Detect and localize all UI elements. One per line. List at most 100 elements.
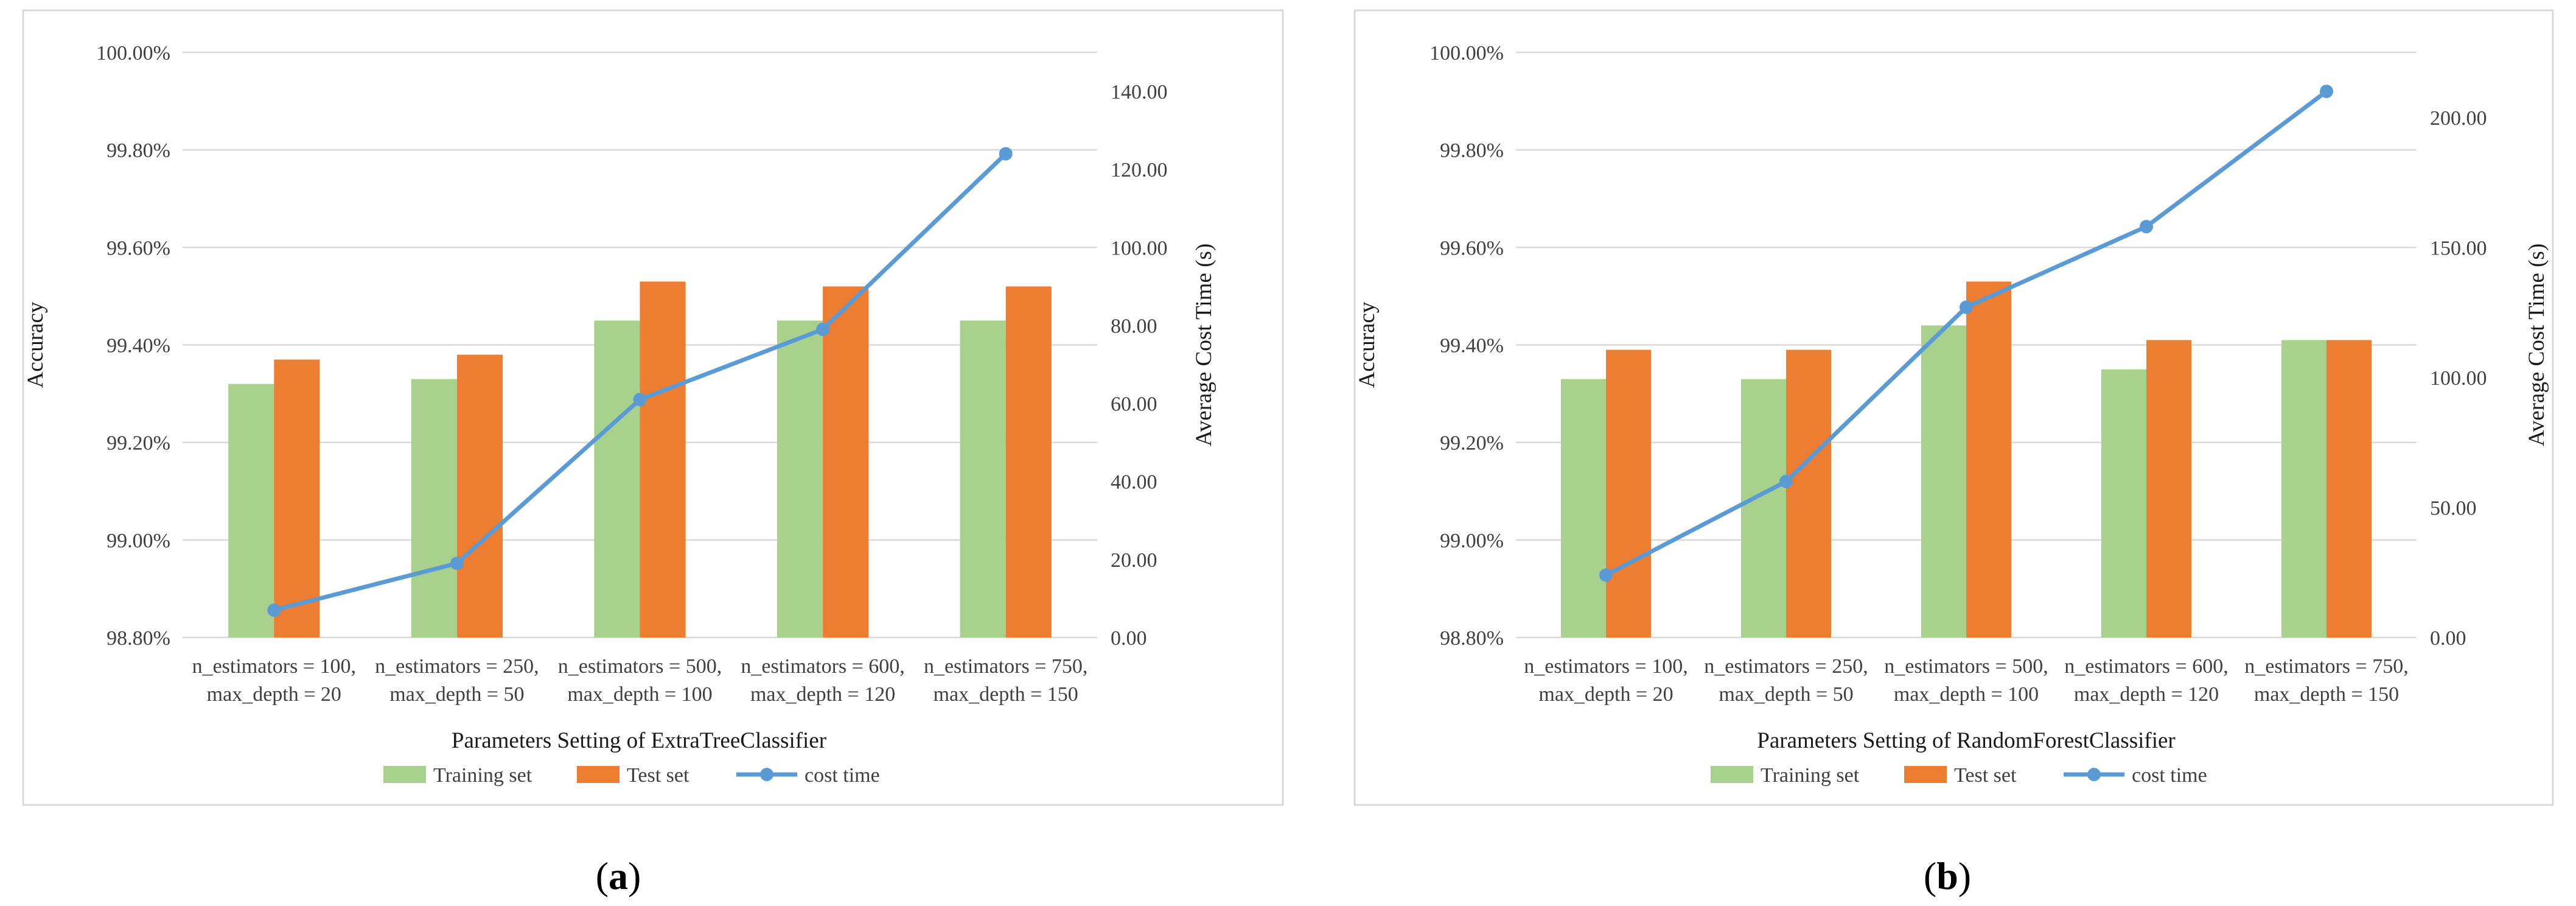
cost-time-point [450, 557, 464, 571]
x-tick-label: max_depth = 50 [389, 683, 524, 706]
y-tick-label: 99.00% [106, 530, 170, 552]
y-tick-label: 98.80% [106, 627, 170, 650]
x-tick-label: n_estimators = 750, [924, 655, 1087, 678]
cost-time-point [1779, 474, 1793, 488]
x-axis-title: Parameters Setting of ExtraTreeClassifie… [452, 728, 826, 753]
y-tick-label: 100.00% [1429, 42, 1504, 65]
bar-test-set [456, 354, 503, 637]
legend-marker-cost-time [760, 768, 773, 781]
bar-training-set [2281, 340, 2326, 637]
legend: Training set Test set cost time [383, 764, 880, 787]
y-tick-label: 99.40% [106, 335, 170, 357]
legend-swatch-test-set [1904, 766, 1947, 783]
x-tick-label: n_estimators = 750, [2244, 655, 2408, 678]
bar-test-set [1966, 281, 2011, 637]
y2-tick-label: 150.00 [2430, 237, 2487, 259]
bar-test-set [2326, 340, 2372, 637]
y2-tick-label: 60.00 [1111, 393, 1157, 416]
bar-test-set [1606, 349, 1651, 637]
y-axis-title: Accuracy [23, 301, 48, 388]
x-tick-label: n_estimators = 100, [192, 655, 356, 678]
panel-label-open: ( [596, 854, 609, 897]
y-tick-label: 99.20% [1440, 432, 1504, 455]
y2-tick-label: 80.00 [1111, 315, 1157, 337]
bar-test-set [1786, 349, 1831, 637]
legend: Training set Test set cost time [1711, 764, 2207, 787]
x-tick-label: max_depth = 50 [1719, 683, 1853, 706]
legend-marker-cost-time [2087, 768, 2101, 781]
bar-training-set [594, 320, 640, 637]
x-tick-label: max_depth = 120 [750, 683, 895, 706]
x-tick-label: max_depth = 20 [1538, 683, 1673, 706]
bar-training-set [2101, 369, 2146, 637]
y2-tick-label: 20.00 [1111, 549, 1157, 572]
legend-label-test-set: Test set [627, 764, 689, 787]
bar-training-set [228, 384, 274, 637]
y-tick-label: 99.60% [1440, 237, 1504, 259]
x-tick-label: n_estimators = 100, [1524, 655, 1688, 678]
bar-test-set [2146, 340, 2191, 637]
y2-tick-label: 0.00 [2430, 627, 2466, 650]
panel-label-close: ) [628, 854, 641, 897]
cost-time-point [1960, 300, 1973, 314]
legend-swatch-training-set [1711, 766, 1753, 783]
y-tick-label: 98.80% [1440, 627, 1504, 650]
bar-test-set [274, 359, 320, 637]
bar-test-set [823, 286, 869, 637]
x-tick-label: n_estimators = 500, [1884, 655, 2048, 678]
panel-label: (a) [596, 854, 641, 897]
cost-time-point [1599, 568, 1613, 582]
x-tick-label: max_depth = 150 [934, 683, 1078, 706]
y2-tick-label: 0.00 [1111, 627, 1147, 650]
legend-swatch-test-set [577, 766, 620, 783]
bar-training-set [1561, 379, 1606, 637]
bar-test-set [1005, 286, 1052, 637]
x-tick-label: n_estimators = 500, [558, 655, 722, 678]
legend-label-training-set: Training set [433, 764, 532, 787]
y-tick-label: 99.20% [106, 432, 170, 455]
x-tick-label: n_estimators = 250, [375, 655, 539, 678]
bar-training-set [1921, 325, 1966, 637]
legend-swatch-training-set [383, 766, 426, 783]
y-tick-label: 99.40% [1440, 335, 1504, 357]
y-tick-label: 99.60% [106, 237, 170, 259]
cost-time-point [816, 322, 830, 336]
legend-label-cost-time: cost time [2132, 764, 2207, 787]
x-tick-label: max_depth = 120 [2074, 683, 2219, 706]
y2-tick-label: 100.00 [2430, 367, 2487, 390]
x-tick-label: max_depth = 100 [1894, 683, 2039, 706]
y2-tick-label: 140.00 [1111, 81, 1168, 104]
cost-time-point [633, 393, 647, 407]
y-tick-label: 99.80% [106, 139, 170, 162]
panel-label-letter: b [1936, 854, 1958, 897]
y2-axis-title: Average Cost Time (s) [2524, 244, 2549, 446]
x-tick-label: n_estimators = 600, [2064, 655, 2228, 678]
y2-tick-label: 50.00 [2430, 497, 2477, 519]
cost-time-point [2320, 85, 2333, 99]
bar-training-set [1741, 379, 1786, 637]
cost-time-point [267, 603, 281, 617]
x-axis-title: Parameters Setting of RandomForestClassi… [1757, 728, 2175, 753]
cost-time-point [2140, 220, 2153, 234]
panel-label: (b) [1924, 854, 1971, 897]
panel-label-letter: a [609, 854, 628, 897]
legend-label-training-set: Training set [1761, 764, 1860, 787]
y-tick-label: 99.80% [1440, 139, 1504, 162]
legend-label-cost-time: cost time [805, 764, 880, 787]
y-axis-title: Accuracy [1355, 301, 1380, 388]
y2-tick-label: 120.00 [1111, 159, 1168, 181]
x-tick-label: max_depth = 100 [567, 683, 712, 706]
panel-label-close: ) [1958, 854, 1971, 897]
y2-axis-title: Average Cost Time (s) [1192, 244, 1216, 446]
x-tick-label: max_depth = 20 [207, 683, 341, 706]
bar-training-set [777, 320, 823, 637]
x-tick-label: max_depth = 150 [2254, 683, 2399, 706]
cost-time-point [999, 147, 1013, 161]
y-tick-label: 99.00% [1440, 530, 1504, 552]
panel-label-open: ( [1924, 854, 1936, 897]
bar-test-set [640, 281, 686, 637]
x-tick-label: n_estimators = 250, [1704, 655, 1868, 678]
chart-panel-a: 98.80% 99.00% 99.20% 99.40% 99.60% 99.80% 100.… [22, 9, 1284, 897]
bar-training-set [411, 379, 457, 637]
x-tick-label: n_estimators = 600, [741, 655, 904, 678]
